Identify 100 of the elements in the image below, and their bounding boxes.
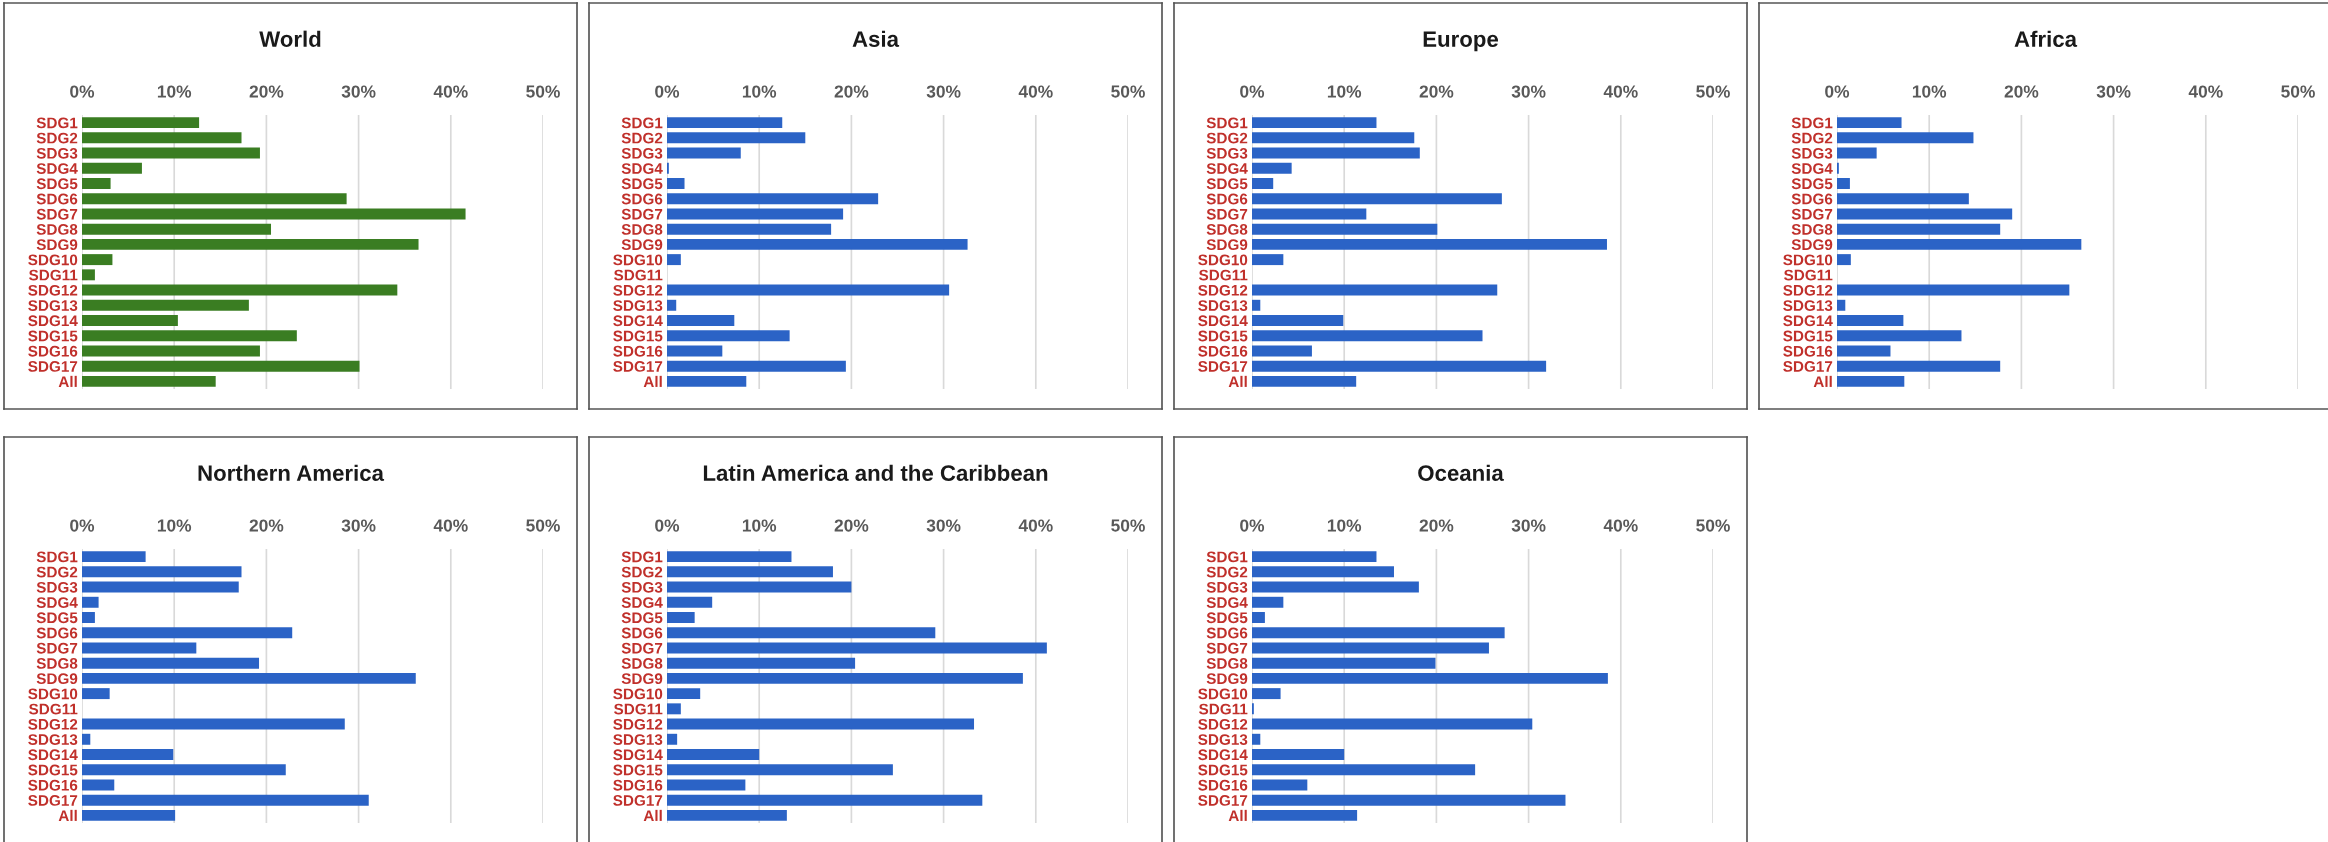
y-tick-label: SDG2 — [36, 132, 78, 144]
y-tick-label: SDG6 — [621, 627, 663, 639]
bar — [667, 330, 790, 342]
x-tick-label: 20% — [834, 519, 869, 532]
y-tick-label: SDG2 — [1206, 132, 1248, 144]
bar — [667, 223, 832, 235]
y-tick-label: SDG7 — [621, 208, 663, 220]
y-tick-label: SDG9 — [36, 239, 78, 251]
y-tick-label: SDG11 — [29, 269, 78, 281]
y-tick-label: SDG10 — [1198, 254, 1248, 266]
y-tick-label: SDG15 — [28, 764, 78, 776]
bar — [82, 299, 249, 311]
x-tick-label: 40% — [1603, 85, 1638, 98]
y-tick-label: SDG4 — [1791, 163, 1833, 174]
bar — [82, 688, 110, 700]
x-tick-label: 0% — [1825, 85, 1850, 98]
bar — [1252, 566, 1394, 578]
y-tick-label: SDG4 — [1206, 163, 1248, 174]
y-tick-label: SDG6 — [621, 193, 663, 205]
y-tick-label: SDG7 — [36, 642, 78, 654]
bar — [82, 284, 398, 296]
bar — [1837, 223, 2001, 235]
bar — [667, 299, 677, 311]
bar — [667, 375, 747, 387]
bar — [1252, 330, 1483, 342]
bar — [1837, 208, 2013, 220]
y-tick-label: SDG1 — [621, 551, 663, 563]
bar — [82, 566, 242, 578]
bar — [1837, 284, 2070, 296]
bar — [1252, 779, 1308, 791]
y-tick-label: SDG7 — [36, 208, 78, 220]
y-tick-label: SDG9 — [621, 239, 663, 251]
bar — [1252, 238, 1607, 250]
y-tick-label: SDG16 — [1198, 345, 1248, 357]
bar — [1837, 345, 1891, 357]
bar — [1252, 764, 1476, 776]
bar — [1252, 581, 1419, 593]
y-tick-label: SDG3 — [1206, 147, 1248, 159]
bar — [667, 117, 783, 129]
y-tick-label: SDG5 — [1206, 612, 1248, 624]
y-tick-label: SDG17 — [613, 361, 663, 372]
y-tick-label: SDG3 — [621, 147, 663, 159]
y-tick-label: SDG8 — [1791, 224, 1833, 235]
x-tick-label: 30% — [1511, 85, 1546, 98]
x-tick-label: 10% — [742, 85, 777, 98]
y-tick-label: SDG13 — [613, 300, 663, 311]
bar — [82, 345, 260, 357]
bar — [1252, 223, 1438, 235]
x-tick-label: 40% — [433, 519, 468, 532]
y-tick-label: SDG11 — [1199, 269, 1248, 281]
x-tick-label: 50% — [1696, 85, 1730, 98]
y-tick-label: SDG6 — [36, 627, 78, 639]
bar — [82, 132, 242, 144]
bar — [667, 284, 950, 296]
bar — [82, 375, 216, 387]
x-tick-label: 50% — [1111, 519, 1145, 532]
y-tick-label: SDG9 — [1791, 239, 1833, 251]
bar — [82, 642, 197, 654]
x-tick-label: 0% — [70, 85, 95, 98]
bar — [1252, 794, 1566, 806]
bar — [1252, 642, 1489, 654]
chart-title: Northern America — [198, 464, 385, 481]
y-tick-label: SDG7 — [1206, 642, 1248, 654]
bar — [1252, 657, 1436, 669]
y-tick-label: SDG5 — [36, 612, 78, 624]
y-tick-label: SDG7 — [621, 642, 663, 654]
x-tick-label: 20% — [2004, 85, 2039, 98]
bar — [82, 162, 142, 174]
y-tick-label: SDG2 — [621, 566, 663, 578]
y-tick-label: SDG14 — [613, 749, 663, 761]
bar — [1252, 208, 1367, 220]
bar — [1252, 612, 1265, 623]
y-tick-label: SDG7 — [1206, 208, 1248, 220]
y-tick-label: SDG6 — [1791, 193, 1833, 205]
y-tick-label: SDG14 — [613, 315, 663, 327]
x-tick-label: 20% — [249, 519, 284, 532]
bar — [1252, 627, 1505, 639]
y-tick-label: All — [1228, 809, 1247, 821]
chart-title: World — [259, 30, 321, 47]
x-tick-label: 10% — [1327, 85, 1362, 98]
y-tick-label: SDG9 — [1206, 673, 1248, 685]
x-tick-label: 10% — [742, 519, 777, 532]
bar — [82, 749, 174, 760]
bar — [82, 238, 419, 250]
y-tick-label: SDG16 — [613, 779, 663, 791]
y-tick-label: SDG4 — [36, 597, 78, 608]
chart-title: Asia — [852, 30, 900, 47]
y-tick-label: SDG10 — [613, 688, 663, 700]
y-tick-label: SDG8 — [621, 658, 663, 669]
y-tick-label: SDG14 — [1783, 315, 1833, 327]
x-tick-label: 10% — [157, 85, 192, 98]
y-tick-label: SDG8 — [36, 658, 78, 669]
bar — [82, 612, 95, 623]
bar — [1837, 254, 1851, 266]
y-tick-label: SDG13 — [613, 734, 663, 745]
y-tick-label: All — [58, 375, 77, 387]
bar — [82, 672, 416, 684]
x-tick-label: 0% — [1240, 85, 1265, 98]
y-tick-label: SDG9 — [1206, 239, 1248, 251]
bar — [1252, 749, 1345, 760]
